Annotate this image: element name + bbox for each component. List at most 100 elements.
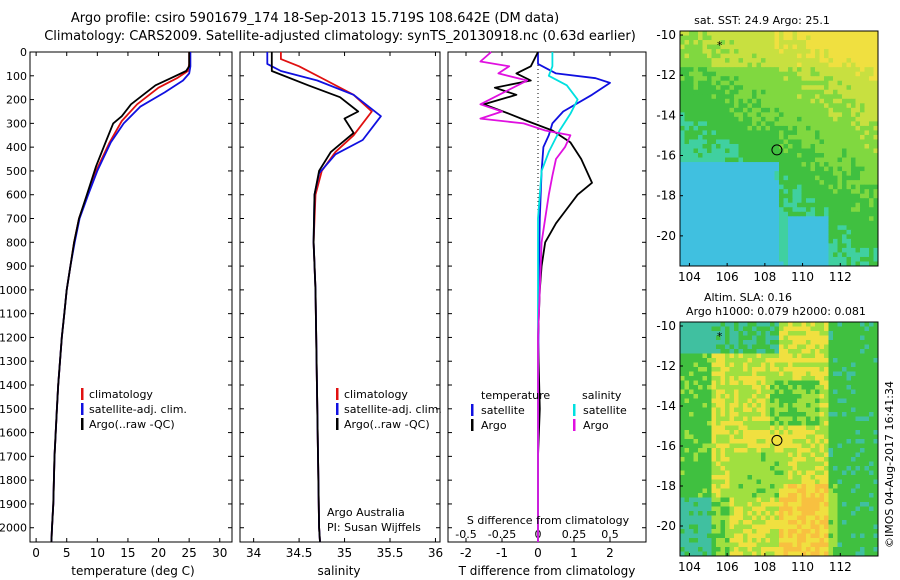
heatmap-cell xyxy=(774,371,780,377)
heatmap-cell xyxy=(698,538,703,543)
heatmap-cell xyxy=(792,193,798,199)
heatmap-cell xyxy=(707,380,712,386)
heatmap-cell xyxy=(738,139,744,145)
heatmap-cell xyxy=(810,207,816,213)
heatmap-cell xyxy=(747,551,753,557)
heatmap-cell xyxy=(864,407,870,413)
point-marker: * xyxy=(717,330,723,343)
heatmap-cell xyxy=(729,143,735,149)
heatmap-cell xyxy=(819,35,825,41)
heatmap-cell xyxy=(792,80,798,86)
heatmap-cell xyxy=(783,252,789,258)
heatmap-cell xyxy=(815,403,820,408)
heatmap-cell xyxy=(756,439,762,444)
heatmap-cell xyxy=(774,353,780,359)
heatmap-cell xyxy=(770,344,775,350)
heatmap-cell xyxy=(806,180,811,186)
heatmap-cell xyxy=(770,80,775,86)
heatmap-cell xyxy=(842,220,847,226)
heatmap-cell xyxy=(873,470,879,476)
heatmap-cell xyxy=(689,116,694,122)
heatmap-cell xyxy=(842,53,847,59)
heatmap-cell xyxy=(810,520,816,525)
heatmap-cell xyxy=(837,125,843,131)
heatmap-cell xyxy=(801,484,807,489)
heatmap-cell xyxy=(711,189,717,195)
heatmap-cell xyxy=(756,538,762,543)
heatmap-cell xyxy=(765,394,771,399)
heatmap-cell xyxy=(873,98,879,104)
heatmap-cell xyxy=(788,421,793,426)
heatmap-cell xyxy=(765,180,771,186)
heatmap-cell xyxy=(837,35,843,41)
heatmap-cell xyxy=(851,466,856,471)
heatmap-cell xyxy=(747,220,753,226)
heatmap-cell xyxy=(702,479,708,485)
heatmap-cell xyxy=(774,466,780,471)
heatmap-cell xyxy=(797,331,802,336)
heatmap-cell xyxy=(743,220,748,226)
heatmap-cell xyxy=(752,511,757,516)
heatmap-cell xyxy=(707,475,712,480)
heatmap-cell xyxy=(747,493,753,498)
heatmap-cell xyxy=(752,80,757,86)
heatmap-cell xyxy=(756,94,762,100)
heatmap-cell xyxy=(801,85,807,91)
heatmap-cell xyxy=(779,35,784,41)
heatmap-cell xyxy=(756,425,762,431)
heatmap-cell xyxy=(797,452,802,458)
heatmap-cell xyxy=(747,243,753,249)
heatmap-cell xyxy=(806,189,811,195)
x-tick-label: 108 xyxy=(753,560,776,574)
heatmap-cell xyxy=(729,344,735,350)
heatmap-cell xyxy=(707,533,712,539)
heatmap-cell xyxy=(770,211,775,217)
heatmap-cell xyxy=(684,457,690,462)
heatmap-cell xyxy=(846,493,852,498)
heatmap-cell xyxy=(711,180,717,186)
heatmap-cell xyxy=(680,35,685,41)
heatmap-cell xyxy=(702,466,708,471)
heatmap-cell xyxy=(873,189,879,195)
heatmap-cell xyxy=(860,430,865,435)
heatmap-cell xyxy=(716,171,721,177)
heatmap-cell xyxy=(716,143,721,149)
heatmap-cell xyxy=(842,403,847,408)
heatmap-cell xyxy=(761,153,766,158)
heatmap-cell xyxy=(824,367,829,372)
heatmap-cell xyxy=(774,193,780,199)
heatmap-cell xyxy=(869,529,874,534)
heatmap-cell xyxy=(711,85,717,91)
heatmap-cell xyxy=(779,394,784,399)
heatmap-cell xyxy=(783,40,789,45)
heatmap-cell xyxy=(837,193,843,199)
x-tick-label: 108 xyxy=(753,270,776,284)
heatmap-cell xyxy=(833,416,838,422)
heatmap-cell xyxy=(797,202,802,208)
heatmap-cell xyxy=(711,335,717,341)
heatmap-cell xyxy=(797,89,802,95)
heatmap-cell xyxy=(698,49,703,54)
heatmap-cell xyxy=(747,44,753,50)
heatmap-cell xyxy=(860,506,865,512)
y-tick-label: -20 xyxy=(656,229,676,243)
heatmap-cell xyxy=(774,493,780,498)
heatmap-cell xyxy=(716,367,721,372)
heatmap-cell xyxy=(707,184,712,190)
heatmap-cell xyxy=(734,439,739,444)
heatmap-cell xyxy=(756,407,762,413)
heatmap-cell xyxy=(743,353,748,359)
heatmap-cell xyxy=(770,412,775,417)
heatmap-cell xyxy=(806,184,811,190)
heatmap-cell xyxy=(855,475,861,480)
heatmap-cell xyxy=(743,243,748,249)
heatmap-cell xyxy=(792,220,798,226)
heatmap-cell xyxy=(855,457,861,462)
heatmap-cell xyxy=(860,89,865,95)
heatmap-cell xyxy=(828,71,834,77)
heatmap-cell xyxy=(801,380,807,386)
heatmap-cell xyxy=(864,62,870,68)
heatmap-cell xyxy=(770,207,775,213)
heatmap-cell xyxy=(824,58,829,64)
heatmap-cell xyxy=(702,515,708,521)
